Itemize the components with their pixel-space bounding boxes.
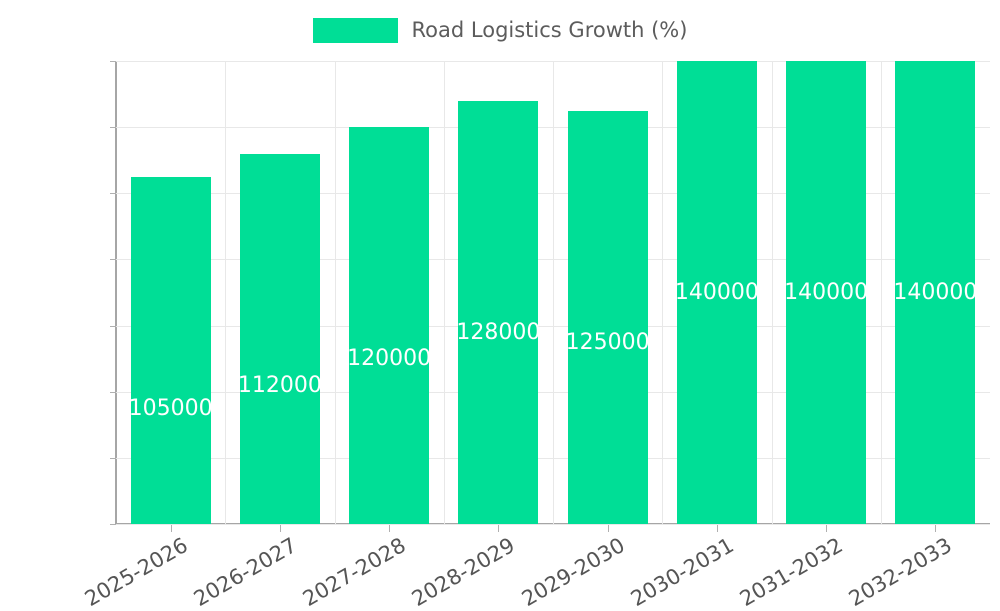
bar[interactable] [786, 61, 867, 524]
x-axis-tick-label: 2026-2027 [189, 533, 301, 611]
bar[interactable] [676, 61, 757, 524]
x-axis-tick-label: 2028-2029 [408, 533, 520, 611]
legend-entry-road-logistics-growth[interactable]: Road Logistics Growth (%) [312, 17, 688, 43]
gridline-vertical [880, 61, 882, 524]
x-axis-tick-label: 2027-2028 [298, 533, 410, 611]
x-axis-tick-mark [826, 525, 828, 532]
x-axis-tick-mark [935, 525, 937, 532]
x-axis-tick-mark [607, 525, 609, 532]
x-axis-tick-label: 2032-2033 [845, 533, 957, 611]
y-axis-tick-mark [110, 391, 116, 393]
y-axis-tick-mark [110, 325, 116, 327]
legend-color-swatch-icon [312, 17, 398, 43]
gridline-horizontal [116, 524, 990, 525]
gridline-vertical [662, 61, 664, 524]
y-axis-tick-mark [110, 259, 116, 261]
legend-entry-label: Road Logistics Growth (%) [411, 17, 688, 42]
gridline-vertical [771, 61, 773, 524]
y-axis-tick-mark [110, 193, 116, 195]
gridline-vertical [334, 61, 336, 524]
x-axis-tick-mark [716, 525, 718, 532]
bar[interactable] [458, 100, 539, 524]
x-axis-tick-label: 2030-2031 [626, 533, 738, 611]
x-axis-tick-label: 2029-2030 [517, 533, 629, 611]
bar[interactable] [895, 61, 976, 524]
x-axis-tick-label: 2025-2026 [80, 533, 192, 611]
x-axis-tick-label: 2031-2032 [735, 533, 847, 611]
gridline-vertical [553, 61, 554, 524]
x-axis-tick-mark [389, 525, 391, 532]
x-axis-tick-mark [279, 525, 281, 532]
bar[interactable] [567, 110, 648, 524]
x-axis-tick-mark [170, 525, 172, 532]
gridline-vertical [225, 61, 227, 524]
plot-area: 105000 112000 120000 128000 125000 140000 1400… [116, 61, 990, 525]
bar[interactable] [130, 176, 211, 524]
bar[interactable] [239, 153, 320, 524]
y-axis-line [115, 61, 117, 525]
chart-legend: Road Logistics Growth (%) [0, 10, 1000, 50]
y-axis-tick-mark [110, 61, 116, 62]
y-axis-tick-mark [110, 524, 116, 525]
bar[interactable] [349, 127, 430, 524]
gridline-vertical [443, 61, 445, 524]
y-axis-tick-mark [110, 127, 116, 129]
x-axis-tick-mark [498, 525, 500, 532]
y-axis-tick-mark [110, 457, 116, 459]
